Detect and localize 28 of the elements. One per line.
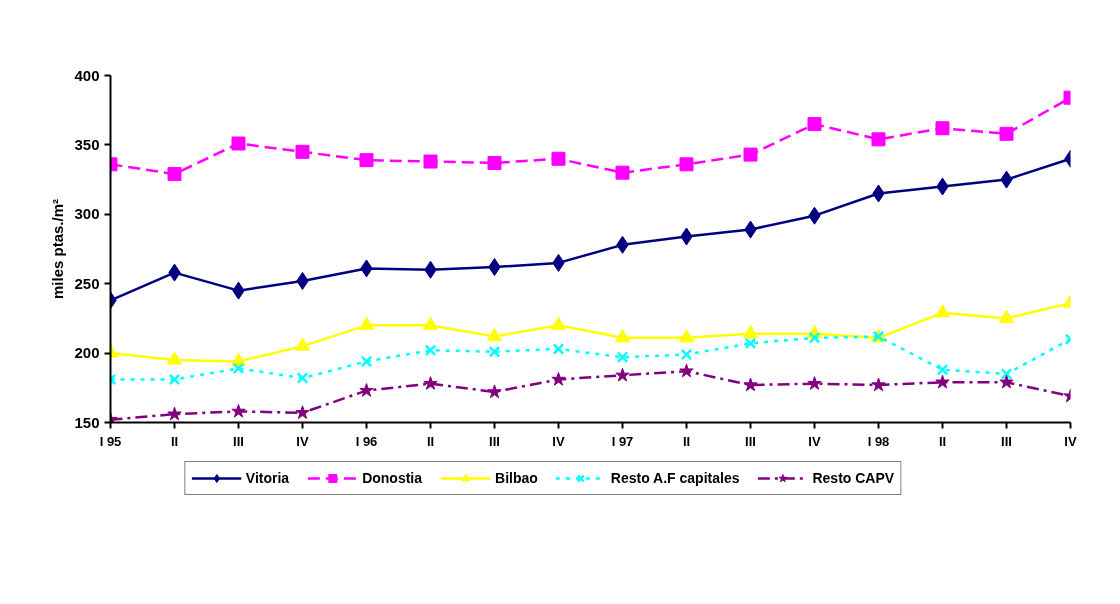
x-tick-label: I 96 (355, 433, 378, 449)
x-tick-label: IV (552, 433, 565, 449)
x-tick-label: I 95 (99, 433, 122, 449)
x-tick-label: II (938, 433, 947, 449)
y-tick-label: 200 (74, 344, 100, 362)
x-tick-label: I 98 (867, 433, 890, 449)
x-tick-label: II (170, 433, 179, 449)
x-tick-label: IV (296, 433, 309, 449)
x-tick-label: I 97 (611, 433, 634, 449)
y-tick-label: 250 (74, 274, 100, 292)
x-tick-label: II (682, 433, 691, 449)
y-tick-label: 300 (74, 205, 100, 223)
legend-label: Resto A.F capitales (610, 470, 740, 486)
x-tick-label: II (426, 433, 435, 449)
legend-label: Donostia (362, 470, 423, 486)
y-tick-label: 150 (74, 413, 100, 431)
x-tick-label: III (489, 433, 500, 449)
x-tick-label: III (745, 433, 756, 449)
legend-label: Bilbao (495, 470, 538, 486)
x-tick-label: IV (808, 433, 821, 449)
x-tick-label: III (233, 433, 244, 449)
y-axis-title: miles ptas./m² (49, 198, 67, 300)
legend-label: Resto CAPV (812, 470, 895, 486)
y-tick-label: 400 (74, 66, 100, 84)
y-tick-label: 350 (74, 135, 100, 153)
x-tick-label: IV (1064, 433, 1077, 449)
x-tick-label: III (1001, 433, 1012, 449)
legend-label: Vitoria (245, 470, 290, 486)
